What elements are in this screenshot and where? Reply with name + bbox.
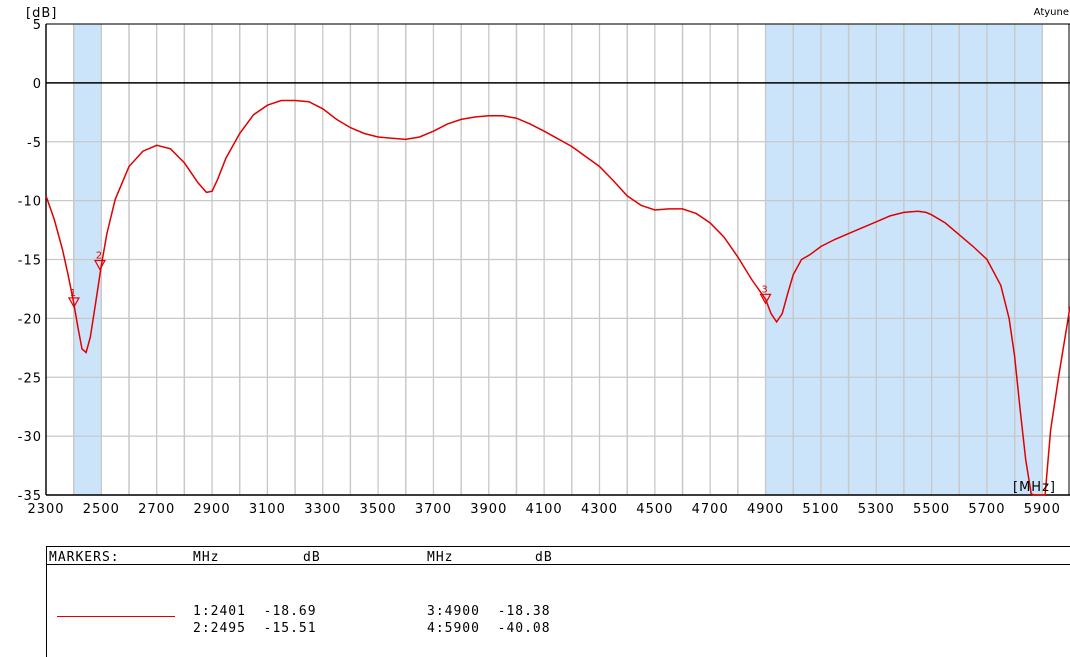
chart-markers: 1 2 3	[67, 251, 772, 309]
markers-panel: MARKERS: MHz dB MHz dB 1:2401 -18.69 3:4…	[46, 546, 1070, 657]
axes	[45, 23, 1070, 496]
x-tick-label: 4500	[636, 502, 673, 517]
marker-row-left: 1:2401 -18.69	[193, 604, 317, 619]
x-tick-label: 5500	[913, 502, 950, 517]
marker-row-right: 4:5900 -40.08	[427, 621, 551, 636]
x-tick-label: 2300	[27, 502, 64, 517]
y-tick-labels: 5 0 -5 -10 -15 -20 -25 -30 -35	[18, 18, 42, 504]
x-tick-label: 3300	[304, 502, 341, 517]
x-tick-label: 2500	[83, 502, 120, 517]
marker-label: 1	[70, 288, 76, 299]
markers-col-db-2: dB	[535, 550, 553, 565]
x-tick-label: 3900	[470, 502, 507, 517]
y-tick-label: 0	[33, 77, 42, 92]
series-line	[45, 99, 1070, 496]
x-tick-label: 3700	[415, 502, 452, 517]
y-tick-label: -10	[18, 195, 42, 210]
marker-triangle	[759, 293, 772, 305]
y-tick-label: -35	[18, 489, 42, 504]
markers-col-mhz-2: MHz	[427, 550, 454, 565]
y-tick-label: -15	[18, 254, 42, 269]
x-tick-labels: 2300 2500 2700 2900 3100 3300 3500 3700 3900 4100…	[27, 502, 1061, 517]
markers-title: MARKERS:	[49, 550, 120, 565]
x-axis-unit-label: [MHz]	[1013, 480, 1056, 495]
x-tick-label: 4900	[747, 502, 784, 517]
y-tick-label: -20	[18, 312, 42, 327]
markers-col-db-1: dB	[303, 550, 321, 565]
marker-triangle	[67, 297, 80, 309]
marker-label: 3	[761, 284, 767, 295]
marker-label: 2	[96, 251, 102, 262]
x-tick-label: 4700	[692, 502, 729, 517]
x-tick-label: 3100	[249, 502, 286, 517]
x-tick-label: 4300	[581, 502, 618, 517]
markers-header-divider	[47, 564, 1070, 565]
x-tick-label: 5700	[968, 502, 1005, 517]
x-tick-label: 5300	[858, 502, 895, 517]
x-tick-label: 5100	[802, 502, 839, 517]
series-lines	[45, 99, 1070, 496]
x-tick-label: 5900	[1024, 502, 1061, 517]
corner-label: Atyune	[1034, 7, 1069, 18]
marker-row-right: 3:4900 -18.38	[427, 604, 551, 619]
x-tick-label: 2900	[194, 502, 231, 517]
x-tick-label: 2700	[138, 502, 175, 517]
marker-row-left: 2:2495 -15.51	[193, 621, 317, 636]
grid-lines	[45, 23, 1070, 496]
marker-triangle	[93, 259, 106, 271]
y-axis-unit-label: [dB]	[26, 6, 57, 21]
x-tick-label: 4100	[526, 502, 563, 517]
x-tick-label: 3500	[360, 502, 397, 517]
series-legend-line	[57, 616, 175, 617]
return-loss-chart: 5 0 -5 -10 -15 -20 -25 -30 -35 2300 2500 2700 2900 3…	[18, 6, 1070, 517]
markers-col-mhz-1: MHz	[193, 550, 220, 565]
y-tick-label: -30	[18, 430, 42, 445]
y-tick-label: 5	[33, 18, 42, 33]
y-tick-label: -25	[18, 371, 42, 386]
y-tick-label: -5	[27, 136, 42, 151]
